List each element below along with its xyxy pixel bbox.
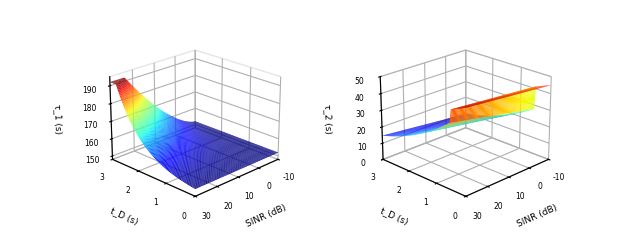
Y-axis label: t_D (s): t_D (s)	[379, 205, 410, 226]
X-axis label: SINR (dB): SINR (dB)	[245, 203, 288, 228]
X-axis label: SINR (dB): SINR (dB)	[516, 203, 559, 228]
Y-axis label: t_D (s): t_D (s)	[109, 205, 139, 226]
